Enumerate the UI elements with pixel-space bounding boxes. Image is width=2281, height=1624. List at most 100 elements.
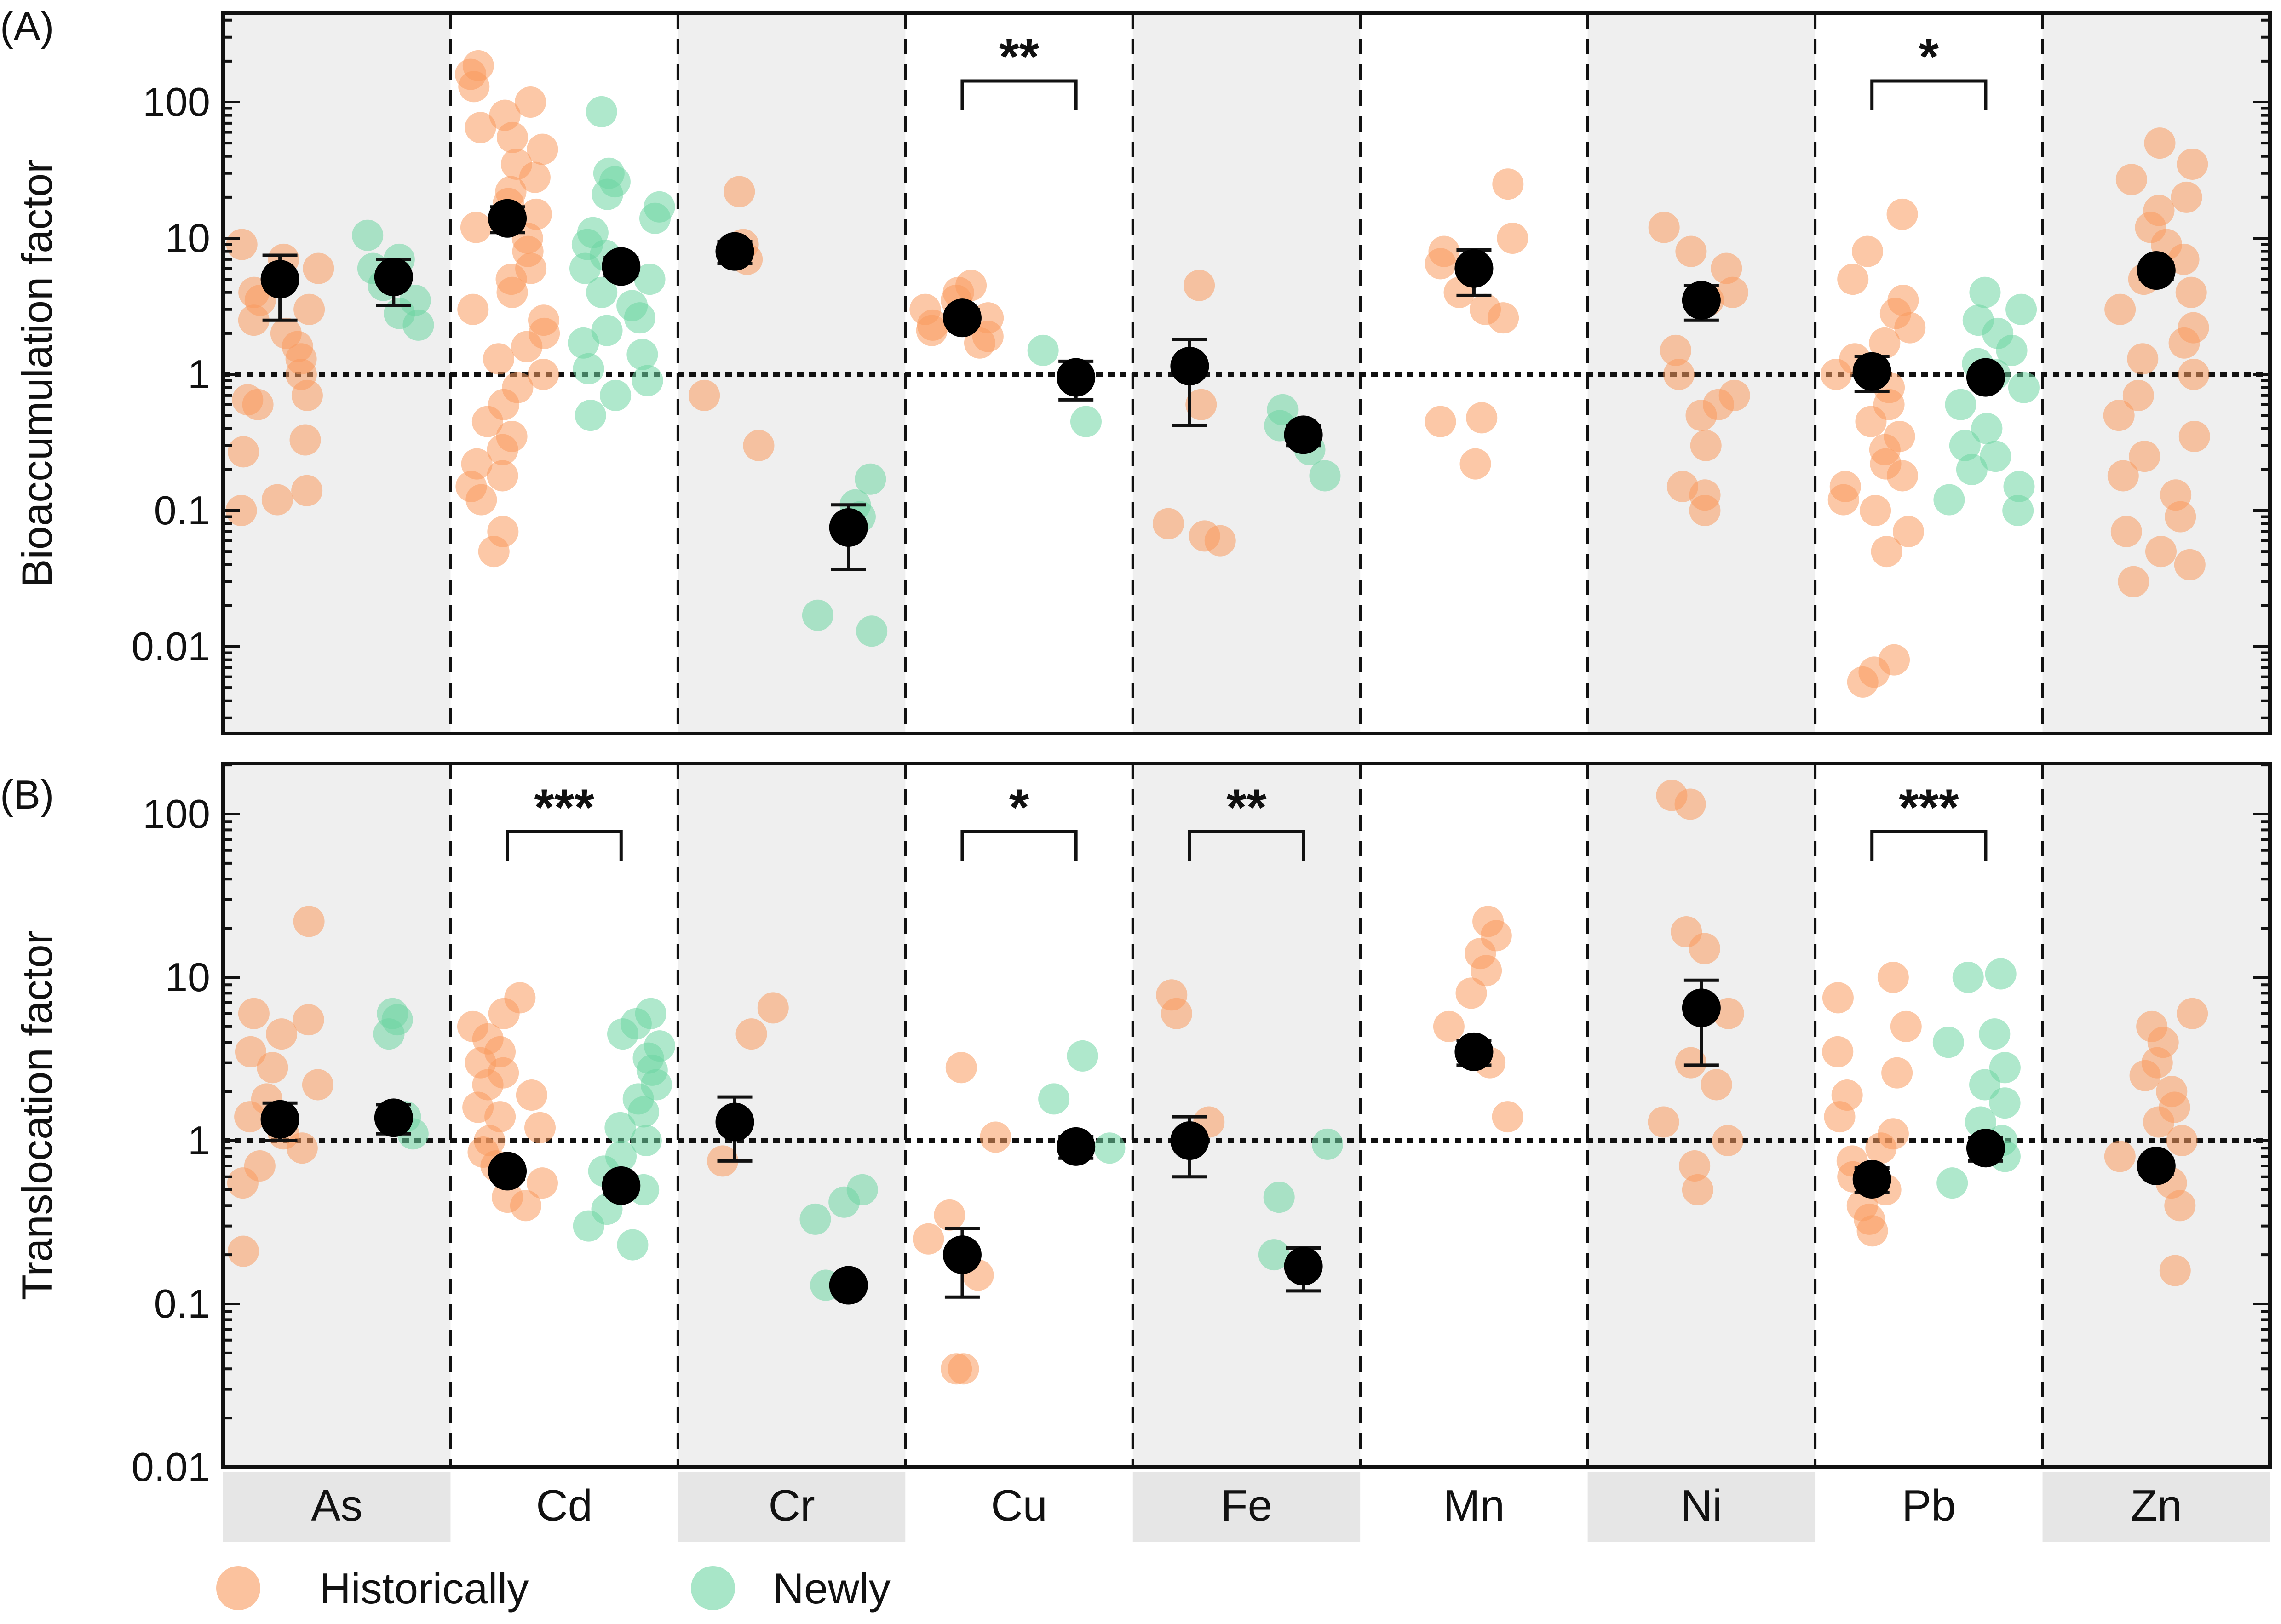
panel-a-point-cd-historically — [460, 212, 492, 243]
panel-a-point-cd-historically — [515, 86, 546, 118]
panel-a-mean-cu-newly — [1057, 358, 1096, 397]
panel-a-point-mn-historically — [1497, 223, 1528, 254]
panel-b-point-mn-historically — [1472, 906, 1504, 937]
panel-b-point-fe-newly — [1263, 1182, 1295, 1213]
panel-a-point-pb-historically — [1886, 198, 1918, 230]
panel-b-point-zn-historically — [2159, 1255, 2191, 1286]
element-cell-zn — [2042, 1472, 2270, 1542]
panel-b-point-as-historically — [257, 1052, 288, 1084]
panel-a-point-as-newly — [352, 219, 384, 251]
panel-b-mean-as-newly — [374, 1098, 413, 1137]
panel-b-significance-bracket-fe — [1188, 830, 1305, 861]
panel-b-point-ni-historically — [1656, 780, 1688, 811]
panel-a-point-cr-newly — [856, 615, 888, 647]
panel-a-label: (A) — [0, 4, 54, 49]
panel-a-point-zn-historically — [2118, 566, 2149, 597]
panel-a-point-zn-historically — [2178, 420, 2210, 452]
panel-b-point-as-historically — [227, 1235, 259, 1267]
panel-b-significance-bracket-cd — [506, 830, 623, 861]
panel-a-point-cu-historically — [909, 293, 941, 325]
panel-a-mean-cr-historically — [715, 232, 754, 271]
panel-b-point-fe-newly — [1312, 1128, 1344, 1160]
panel-a-point-cd-newly — [586, 276, 618, 308]
panel-a-point-cd-historically — [527, 133, 558, 165]
panel-a-mean-fe-historically — [1170, 347, 1209, 386]
panel-a-mean-fe-newly — [1284, 415, 1323, 454]
panel-b-mean-fe-newly — [1284, 1247, 1323, 1286]
panel-a-mean-as-newly — [374, 258, 413, 297]
panel-b-point-pb-newly — [1989, 1052, 2021, 1084]
panel-b-mean-zn-historically — [2137, 1146, 2176, 1185]
panel-a-point-cd-newly — [573, 353, 604, 384]
element-cell-mn — [1360, 1472, 1588, 1542]
panel-b-point-pb-newly — [1985, 958, 2017, 990]
panel-b-point-cd-newly — [605, 1141, 637, 1172]
panel-a-point-as-historically — [291, 475, 323, 506]
panel-b-label: (B) — [0, 772, 54, 817]
panel-a-point-zn-historically — [2115, 164, 2147, 195]
panel-b-point-pb-historically — [1881, 1057, 1913, 1089]
panel-a-point-fe-historically — [1152, 508, 1184, 539]
panel-a-mean-pb-historically — [1852, 352, 1891, 391]
panel-a-point-as-historically — [225, 495, 257, 526]
panel-a-point-pb-newly — [2002, 495, 2034, 526]
panel-a-point-zn-historically — [2104, 293, 2136, 325]
panel-b-point-cd-historically — [474, 1125, 506, 1156]
panel-a-point-cd-newly — [593, 157, 625, 189]
panel-a-mean-cd-historically — [488, 199, 527, 238]
panel-a-ytick-label: 0.1 — [154, 488, 210, 533]
panel-a-point-ni-historically — [1690, 430, 1722, 461]
panel-a-point-ni-historically — [1711, 252, 1742, 284]
panel-a-point-zn-historically — [2178, 359, 2210, 390]
element-cell-fe — [1132, 1472, 1361, 1542]
panel-a-point-cu-newly — [1070, 406, 1102, 437]
panel-b-point-cd-newly — [604, 1112, 636, 1143]
panel-a-point-zn-historically — [2145, 536, 2177, 568]
panel-b-point-pb-historically — [1890, 1010, 1922, 1042]
panel-b-ytick-label: 100 — [143, 791, 210, 837]
panel-a-point-cd-historically — [495, 176, 527, 207]
panel-a-point-zn-historically — [2143, 195, 2175, 226]
panel-b-point-cu-historically — [948, 1353, 979, 1385]
panel-a-point-cd-historically — [528, 359, 559, 390]
panel-b-point-cd-newly — [644, 1030, 676, 1062]
panel-a-mean-ni-historically — [1682, 281, 1721, 320]
panel-a-point-as-historically — [232, 384, 264, 416]
panel-a-point-cd-newly — [577, 217, 609, 248]
panel-a-point-cu-newly — [1027, 334, 1059, 366]
panel-b-point-cr-historically — [757, 992, 789, 1024]
panel-b-mean-fe-historically — [1170, 1121, 1209, 1160]
panel-a-point-as-newly — [399, 284, 431, 316]
panel-b-mean-cd-historically — [488, 1152, 527, 1191]
panel-b-point-fe-newly — [1258, 1239, 1290, 1271]
element-label-as: As — [311, 1481, 362, 1530]
element-cell-ni — [1587, 1472, 1816, 1542]
panel-a-point-as-historically — [228, 436, 259, 468]
panel-b-significance-bracket-cu — [960, 830, 1078, 861]
panel-b-ytick-label: 1 — [188, 1118, 210, 1163]
panel-a-point-cd-historically — [489, 99, 521, 131]
panel-b-point-cu-historically — [913, 1223, 944, 1255]
panel-a-point-cd-historically — [461, 448, 493, 480]
panel-a-point-fe-newly — [1267, 394, 1299, 425]
panel-a-point-pb-newly — [1969, 276, 2001, 308]
panel-b-point-ni-historically — [1648, 1106, 1679, 1138]
panel-b-point-zn-historically — [2104, 1141, 2136, 1172]
panel-b-band-cr — [678, 763, 906, 1467]
panel-a-point-zn-historically — [2127, 343, 2159, 375]
panel-b-mean-cr-newly — [829, 1266, 868, 1305]
panel-a-mean-cd-newly — [602, 247, 641, 286]
panel-a-point-pb-newly — [2005, 293, 2037, 325]
panel-b-mean-cd-newly — [602, 1166, 641, 1205]
panel-a-point-pb-newly — [1945, 389, 1976, 420]
panel-a-ytick-label: 10 — [165, 215, 210, 261]
panel-a-point-zn-historically — [2122, 379, 2154, 411]
element-label-fe: Fe — [1221, 1481, 1272, 1530]
panel-b-ytick-label: 0.1 — [154, 1281, 210, 1326]
panel-a-point-as-historically — [289, 424, 321, 456]
panel-a-mean-cr-newly — [829, 508, 868, 547]
panel-a-point-mn-historically — [1466, 402, 1498, 434]
panel-a-point-mn-historically — [1425, 406, 1456, 437]
